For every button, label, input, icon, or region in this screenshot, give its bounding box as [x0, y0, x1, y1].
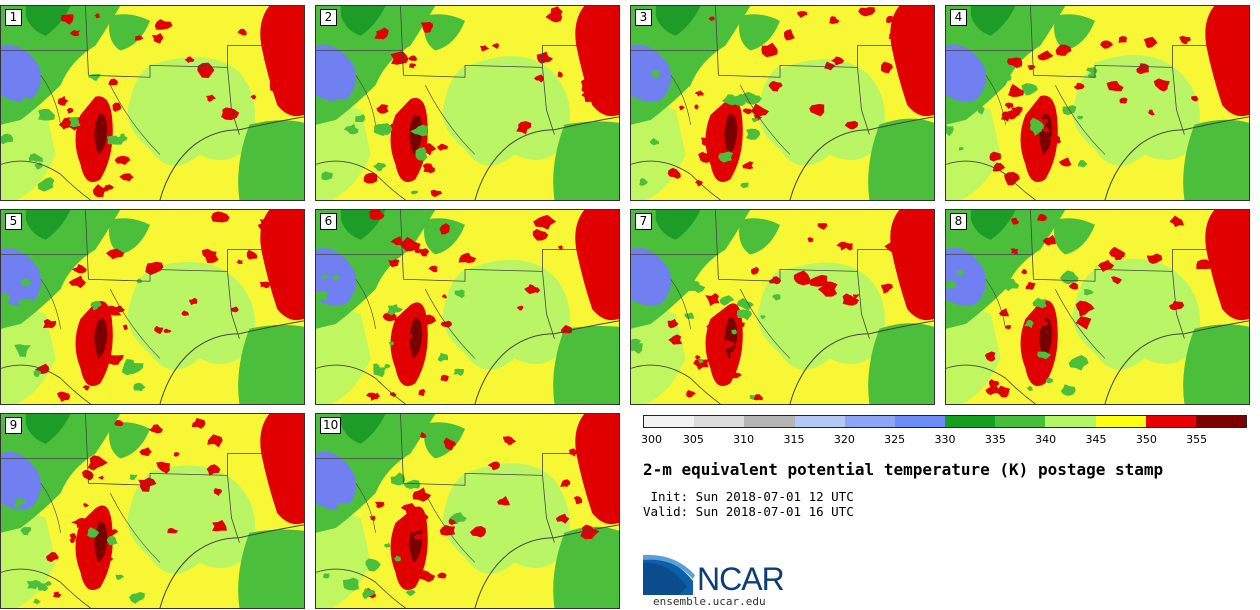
map-panel: 7 [630, 209, 935, 405]
map-panel: 8 [945, 209, 1250, 405]
panel-number-label: 5 [5, 213, 22, 230]
colorbar-ticks: 300 305 310 315 320 325 330 335 340 345 350 355 [641, 433, 1247, 447]
colorbar-segment [1095, 416, 1146, 427]
map-panel: 3 [630, 5, 935, 201]
panel-number-label: 2 [320, 9, 337, 26]
colorbar-segment [894, 416, 946, 427]
colorbar-segment [1145, 416, 1196, 427]
colorbar-tick-label: 300 [641, 433, 662, 446]
colorbar-segment [1195, 416, 1247, 427]
colorbar-tick-label: 355 [1186, 433, 1208, 446]
logo-url: ensemble.ucar.edu [653, 595, 766, 608]
colorbar-segment [844, 416, 895, 427]
map-panel: 9 [0, 413, 305, 609]
colorbar [643, 415, 1247, 428]
panel-number-label: 7 [635, 213, 652, 230]
panel-number-label: 4 [950, 9, 967, 26]
colorbar-segment [644, 416, 695, 427]
colorbar-segment [945, 416, 996, 427]
map-panel: 4 [945, 5, 1250, 201]
colorbar-segment [794, 416, 845, 427]
map-panel: 10 [315, 413, 620, 609]
map-panel: 1 [0, 5, 305, 201]
colorbar-segment [694, 416, 745, 427]
colorbar-segment [995, 416, 1046, 427]
colorbar-tick-label: 340 [1035, 433, 1057, 446]
panel-number-label: 9 [5, 417, 22, 434]
colorbar-tick-label: 310 [733, 433, 755, 446]
ncar-logo-icon [643, 554, 695, 595]
colorbar-tick-label: 325 [884, 433, 906, 446]
colorbar-tick-label: 350 [1135, 433, 1157, 446]
panel-number-label: 3 [635, 9, 652, 26]
figure-title: 2-m equivalent potential temperature (K)… [643, 460, 1164, 479]
colorbar-tick-label: 330 [934, 433, 956, 446]
colorbar-tick-label: 335 [984, 433, 1006, 446]
colorbar-segment [744, 416, 795, 427]
map-panel: 5 [0, 209, 305, 405]
panel-number-label: 6 [320, 213, 337, 230]
colorbar-tick-label: 345 [1085, 433, 1107, 446]
colorbar-segment [1045, 416, 1096, 427]
map-panel: 6 [315, 209, 620, 405]
map-panel: 2 [315, 5, 620, 201]
panel-number-label: 8 [950, 213, 967, 230]
init-time: Init: Sun 2018-07-01 12 UTC [643, 489, 854, 504]
panel-number-label: 1 [5, 9, 22, 26]
colorbar-tick-label: 315 [783, 433, 805, 446]
panel-number-label: 10 [320, 417, 342, 434]
logo-text: NCAR [697, 561, 785, 597]
valid-time: Valid: Sun 2018-07-01 16 UTC [643, 504, 854, 519]
colorbar-tick-label: 320 [833, 433, 855, 446]
colorbar-tick-label: 305 [682, 433, 704, 446]
